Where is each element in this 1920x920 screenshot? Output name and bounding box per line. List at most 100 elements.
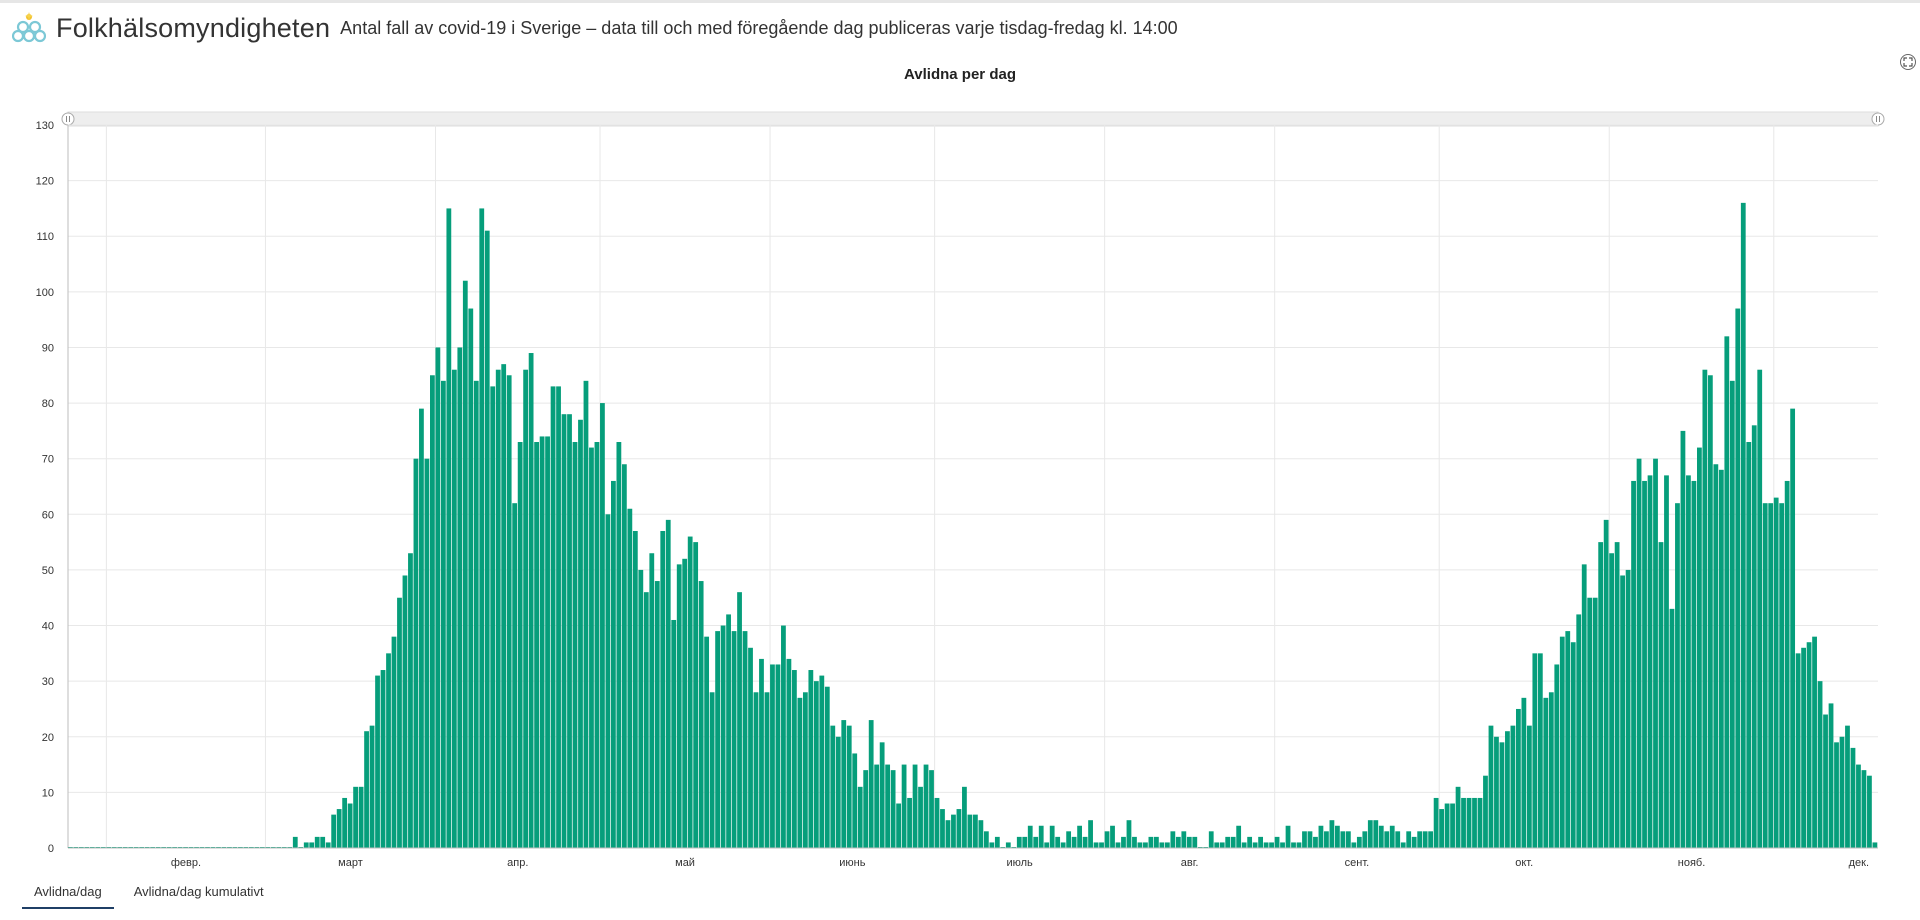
bar[interactable] [879, 742, 885, 848]
bar[interactable] [424, 458, 430, 848]
bar[interactable] [1823, 714, 1828, 848]
range-scrollbar[interactable] [67, 111, 1879, 127]
bar[interactable] [1236, 825, 1242, 848]
bar[interactable] [1433, 797, 1439, 848]
bar[interactable] [594, 442, 600, 848]
bar[interactable] [967, 814, 973, 848]
bar[interactable] [1115, 842, 1121, 848]
bar[interactable] [1817, 681, 1823, 848]
bar[interactable] [1208, 831, 1214, 848]
bar[interactable] [693, 542, 699, 848]
bar[interactable] [1565, 631, 1571, 848]
bar[interactable] [550, 386, 556, 848]
bar[interactable] [1049, 825, 1055, 848]
bar[interactable] [1285, 825, 1291, 848]
bar[interactable] [1263, 842, 1269, 848]
bar[interactable] [1027, 825, 1033, 848]
bar[interactable] [770, 664, 775, 848]
bar[interactable] [1477, 797, 1483, 848]
bar[interactable] [1071, 836, 1077, 848]
bar[interactable] [397, 597, 402, 848]
bar[interactable] [605, 514, 611, 848]
bar[interactable] [1718, 469, 1724, 848]
bar[interactable] [912, 764, 918, 848]
bar[interactable] [682, 558, 688, 848]
bar[interactable] [1669, 608, 1675, 848]
bar[interactable] [1055, 836, 1061, 848]
bar[interactable] [325, 842, 331, 848]
bar[interactable] [1230, 836, 1236, 848]
bar[interactable] [1653, 458, 1658, 848]
bar[interactable] [1252, 842, 1258, 848]
bar[interactable] [665, 519, 671, 848]
bar[interactable] [1658, 542, 1664, 848]
bar[interactable] [1318, 825, 1324, 848]
bar[interactable] [918, 786, 923, 848]
bar[interactable] [523, 369, 529, 848]
bar[interactable] [1241, 842, 1247, 848]
bar[interactable] [512, 503, 518, 848]
bar[interactable] [1022, 836, 1028, 848]
bar[interactable] [1417, 831, 1423, 848]
bar[interactable] [962, 786, 967, 848]
bar[interactable] [660, 530, 666, 848]
bar[interactable] [413, 458, 419, 848]
bar[interactable] [572, 442, 578, 848]
bar[interactable] [698, 581, 704, 848]
bar[interactable] [1516, 708, 1521, 848]
bar[interactable] [1532, 653, 1538, 848]
bar[interactable] [1280, 842, 1285, 848]
bar[interactable] [1181, 831, 1187, 848]
bar[interactable] [1104, 831, 1110, 848]
bar[interactable] [292, 836, 298, 848]
bar[interactable] [1143, 842, 1148, 848]
bar[interactable] [781, 625, 786, 848]
bar[interactable] [1609, 553, 1615, 848]
bar[interactable] [1625, 569, 1631, 848]
bar[interactable] [1806, 642, 1812, 848]
bar[interactable] [391, 636, 397, 848]
bar[interactable] [1845, 725, 1850, 848]
bar[interactable] [632, 530, 638, 848]
bar[interactable] [1779, 503, 1785, 848]
bar[interactable] [1126, 820, 1132, 848]
bar[interactable] [1548, 692, 1554, 848]
bar[interactable] [402, 575, 408, 848]
bar[interactable] [1867, 775, 1872, 848]
bar[interactable] [1373, 820, 1379, 848]
bar[interactable] [934, 797, 940, 848]
bar[interactable] [989, 842, 995, 848]
bar[interactable] [545, 436, 550, 848]
bar[interactable] [1686, 475, 1691, 848]
bar[interactable] [1872, 842, 1878, 848]
bar[interactable] [1773, 497, 1779, 848]
bar[interactable] [1707, 375, 1713, 848]
bar[interactable] [1351, 842, 1357, 848]
bar[interactable] [1592, 597, 1598, 848]
bar[interactable] [835, 736, 841, 848]
bar[interactable] [1395, 831, 1401, 848]
bar[interactable] [1088, 820, 1093, 848]
bar[interactable] [1472, 797, 1477, 848]
bar[interactable] [748, 647, 753, 848]
bar[interactable] [808, 670, 814, 848]
bar[interactable] [742, 631, 748, 848]
bar[interactable] [457, 347, 463, 848]
bar[interactable] [1192, 836, 1198, 848]
bar[interactable] [1691, 480, 1697, 848]
bar[interactable] [1861, 770, 1867, 848]
bar[interactable] [983, 831, 989, 848]
bar[interactable] [1828, 703, 1834, 848]
bar[interactable] [621, 464, 627, 848]
bar[interactable] [534, 442, 539, 848]
bar[interactable] [1455, 786, 1461, 848]
bar[interactable] [1559, 636, 1565, 848]
bar[interactable] [462, 280, 468, 848]
bar[interactable] [1603, 519, 1609, 848]
bar[interactable] [1313, 836, 1318, 848]
bar[interactable] [643, 592, 649, 848]
bar[interactable] [369, 725, 375, 848]
bar[interactable] [945, 820, 951, 848]
bar[interactable] [1159, 842, 1165, 848]
bar[interactable] [896, 803, 901, 848]
